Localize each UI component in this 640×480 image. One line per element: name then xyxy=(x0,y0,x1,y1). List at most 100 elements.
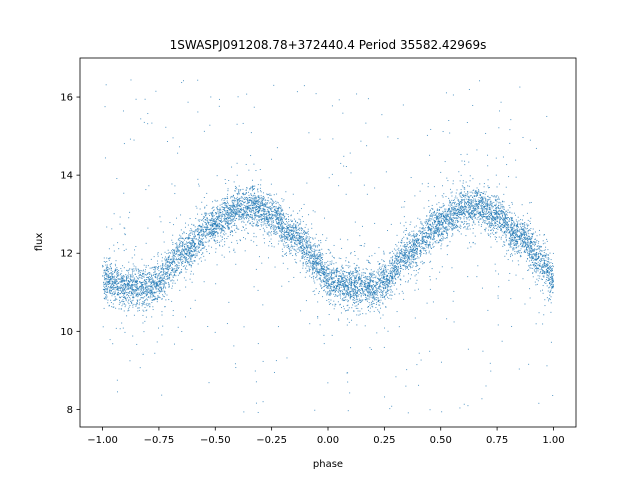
data-point xyxy=(227,197,229,199)
data-point xyxy=(354,269,356,271)
data-point xyxy=(548,272,550,274)
data-point xyxy=(370,348,372,350)
data-point xyxy=(402,254,404,256)
data-point xyxy=(117,242,119,244)
data-point xyxy=(454,208,456,210)
data-point xyxy=(306,231,308,233)
data-point xyxy=(169,265,171,267)
data-point xyxy=(142,274,144,276)
data-point xyxy=(363,286,365,288)
data-point xyxy=(173,224,175,226)
data-point xyxy=(356,295,358,297)
data-point xyxy=(311,227,313,229)
data-point xyxy=(111,295,113,297)
data-point xyxy=(431,204,433,206)
data-point xyxy=(478,189,480,191)
data-point xyxy=(354,275,356,277)
data-point xyxy=(480,204,482,206)
data-point xyxy=(352,299,354,301)
data-point xyxy=(122,110,124,112)
data-point xyxy=(225,206,227,208)
data-point xyxy=(246,187,248,189)
data-point xyxy=(210,224,212,226)
data-point xyxy=(372,271,374,273)
data-point xyxy=(116,289,118,291)
data-point xyxy=(510,239,512,241)
data-point xyxy=(368,285,369,287)
data-point xyxy=(512,219,514,221)
data-point xyxy=(236,123,238,125)
data-point xyxy=(467,226,469,228)
data-point xyxy=(227,220,229,222)
data-point xyxy=(474,208,476,210)
data-point xyxy=(508,176,510,178)
data-point xyxy=(523,232,525,234)
data-point xyxy=(426,232,428,234)
data-point xyxy=(257,208,259,210)
data-point xyxy=(420,230,422,232)
data-point xyxy=(422,227,424,229)
data-point xyxy=(132,279,134,281)
data-point xyxy=(303,203,305,205)
data-point xyxy=(117,287,119,289)
data-point xyxy=(335,284,337,286)
data-point xyxy=(386,280,388,282)
data-point xyxy=(172,253,174,255)
data-point xyxy=(262,198,264,200)
data-point xyxy=(501,214,503,216)
data-point xyxy=(181,263,183,265)
data-point xyxy=(269,194,271,196)
data-point xyxy=(113,282,115,283)
data-point xyxy=(383,260,385,262)
data-point xyxy=(304,231,306,233)
data-point xyxy=(254,201,256,203)
data-point xyxy=(520,237,522,239)
data-point xyxy=(197,178,199,180)
data-point xyxy=(368,298,370,300)
data-point xyxy=(122,327,124,329)
data-point xyxy=(464,205,466,207)
data-point xyxy=(106,226,108,228)
data-point xyxy=(339,282,341,284)
data-point xyxy=(292,228,294,230)
data-point xyxy=(244,198,246,200)
data-point xyxy=(108,258,110,260)
data-point xyxy=(213,230,215,232)
data-point xyxy=(514,239,516,241)
data-point xyxy=(437,221,439,223)
data-point xyxy=(132,291,134,293)
data-point xyxy=(400,253,402,255)
data-point xyxy=(360,140,362,142)
data-point xyxy=(302,265,304,267)
data-point xyxy=(374,286,376,288)
data-point xyxy=(421,238,423,240)
data-point xyxy=(409,278,411,280)
data-point xyxy=(151,275,153,277)
data-point xyxy=(389,259,391,261)
data-point xyxy=(415,282,417,284)
data-point xyxy=(341,291,343,293)
data-point xyxy=(476,193,478,195)
data-point xyxy=(263,217,265,219)
data-point xyxy=(141,288,143,290)
data-point xyxy=(114,281,116,283)
data-point xyxy=(289,233,291,235)
data-point xyxy=(551,276,553,278)
data-point xyxy=(509,231,511,233)
data-point xyxy=(480,192,482,194)
data-point xyxy=(384,281,386,283)
data-point xyxy=(398,252,400,254)
data-point xyxy=(485,205,487,207)
data-point xyxy=(242,188,244,190)
data-point xyxy=(253,200,255,202)
data-point xyxy=(423,239,425,241)
data-point xyxy=(454,227,456,229)
data-point xyxy=(170,272,172,274)
data-point xyxy=(208,221,210,223)
data-point xyxy=(146,302,148,304)
data-point xyxy=(380,279,382,281)
data-point xyxy=(188,236,190,238)
data-point xyxy=(423,249,425,251)
data-point xyxy=(216,239,218,241)
data-point xyxy=(469,216,471,218)
